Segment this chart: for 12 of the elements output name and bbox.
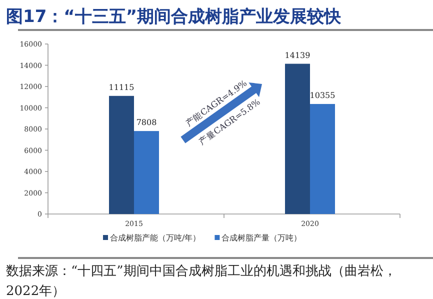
legend-label: 合成树脂产能（万吨/年） xyxy=(110,234,201,242)
bar xyxy=(285,64,310,214)
data-label: 14139 xyxy=(284,50,310,60)
source-note: 数据来源：“十四五”期间中国合成树脂工业的机遇和挑战（曲岩松，2022年） xyxy=(6,263,398,299)
data-label: 10355 xyxy=(310,90,336,100)
bar xyxy=(310,104,335,214)
data-label: 7808 xyxy=(136,118,157,128)
bar xyxy=(109,96,134,214)
data-label: 11115 xyxy=(108,82,134,92)
bar xyxy=(134,131,159,214)
legend-label: 合成树脂产量（万吨） xyxy=(222,234,302,242)
chart-title: 图17：“十三五”期间合成树脂产业发展较快 xyxy=(6,6,342,28)
